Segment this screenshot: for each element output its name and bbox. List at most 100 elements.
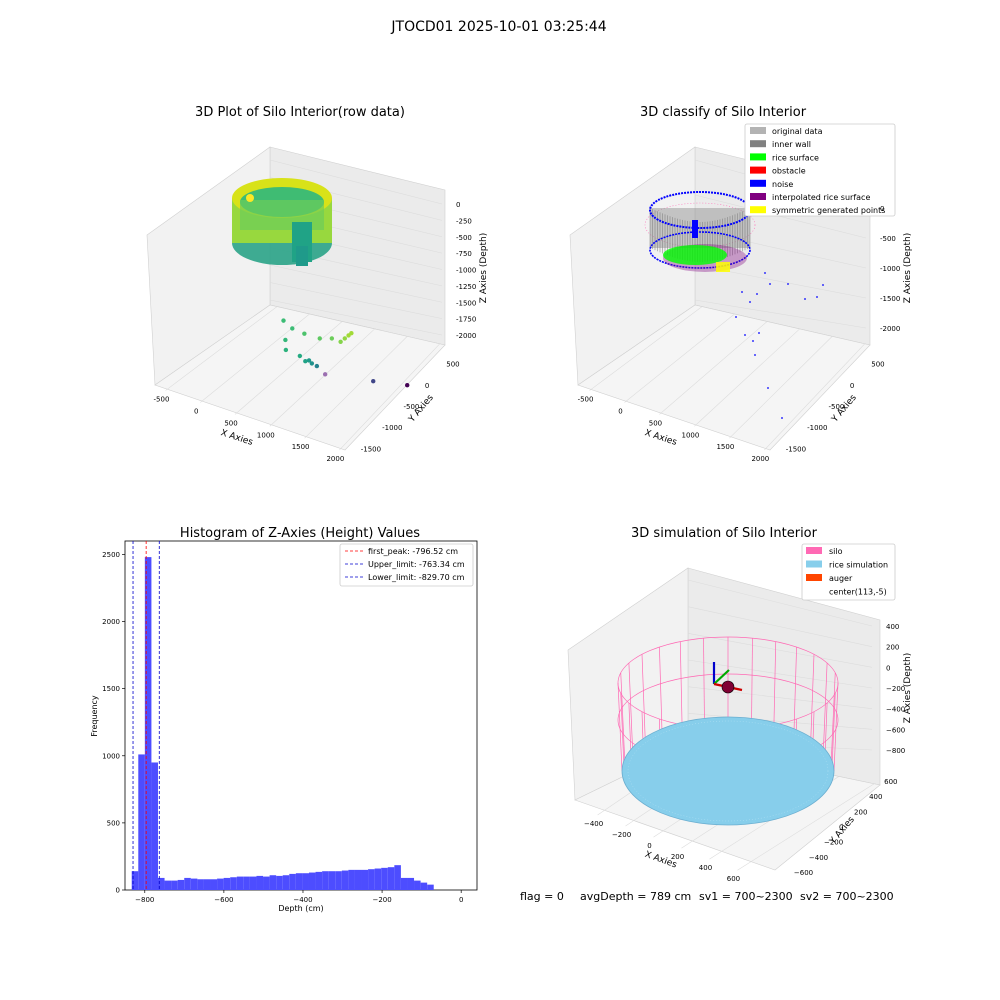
p2-noise-point [735,316,737,318]
hist-bar [249,876,257,890]
hist-bar [210,879,218,890]
p1-y-tick: 0 [425,382,429,390]
hist-bar [322,871,329,890]
p2-legend-label: inner wall [772,140,811,149]
p2-legend-swatch [750,166,766,174]
hist-bar [348,869,355,890]
p1-data-point [371,379,376,384]
p4-y-tick: −400 [809,854,828,862]
p4-y-tick: 600 [884,778,897,786]
p2-noise-point [758,332,760,334]
p4-auger-axes [712,662,743,694]
hist-bar [223,877,231,890]
p2-noise-point [744,334,746,336]
p4-legend-swatch [806,547,822,554]
hist-y-tick: 500 [107,819,120,827]
p2-x-tick: 1000 [682,431,700,439]
p2-legend-swatch [750,153,766,161]
hist-bar [374,868,382,890]
p1-floor-pane [154,304,446,451]
hist-bar [368,869,375,890]
p2-floor-pane [577,304,871,451]
p2-noise-point [804,298,806,300]
p2-x-tick: 0 [618,407,622,415]
p1-z-tick: -1000 [456,267,476,275]
hist-bar [177,879,185,890]
hist-bar [427,884,434,890]
p2-rice-surface [663,245,727,265]
hist-x-ticks: −800 −600 −400 −200 0 [135,890,463,904]
status-line: flag = 0 avgDepth = 789 cm sv1 = 700~230… [520,890,894,903]
hist-bar [203,879,211,890]
p4-x-ticks: −400 −200 0 200 400 600 [584,820,740,883]
p1-grid-line [269,264,443,303]
p4-wire-line [628,663,633,748]
p4-legend-label: silo [829,547,843,556]
p1-z-label: Z Axies (Depth) [479,233,489,304]
hist-bar [190,878,198,890]
hist-x-label: Depth (cm) [278,904,323,913]
p2-z-tick: 0 [880,205,884,213]
hist-bar [328,871,336,890]
p1-x-tick: 0 [194,407,198,415]
p1-z-tick: 0 [456,201,460,209]
hist-x-tick: −200 [372,896,391,904]
p1-z-tick: -1750 [456,316,476,324]
p2-grid-line [694,299,867,329]
hist-x-tick: −800 [135,896,154,904]
hist-bar [230,877,237,890]
p1-z-ticks: 0 -250 -500 -750 -1000 -1250 -1500 -1750 -2000 [456,201,476,340]
p1-z-tick: -250 [456,217,472,225]
p4-legend-swatch [806,574,822,581]
p4-wire-line [620,672,626,759]
p2-z-tick: -1000 [880,265,900,273]
p2-noise-point [756,293,758,295]
p1-grid-line [165,306,278,391]
p1-y-ticks: 500 0 -500 -1000 -1500 [361,361,460,454]
hist-x-tick: 0 [459,896,463,904]
p2-legend-label: obstacle [772,167,806,176]
p1-data-point [306,358,312,363]
p2-noise-point [816,296,818,298]
p4-legend-label: center(113,-5) [829,588,887,597]
p2-symmetric-points [716,262,730,272]
p2-noise-column [692,220,698,238]
hist-y-tick: 1500 [102,685,120,693]
panel-1-title: 3D Plot of Silo Interior(row data) [195,105,405,120]
hist-bar [236,876,244,890]
p4-legend-label: auger [829,574,853,583]
p2-grid-line [694,229,867,269]
hist-bar [157,877,165,890]
hist-bar [164,880,172,890]
p2-z-ticks: 0 -500 -1000 -1500 -2000 [880,205,900,333]
hist-bar [144,557,152,890]
p1-data-point [283,347,289,353]
p1-y-tick: -1000 [382,424,402,432]
p2-grid-line [764,343,865,451]
hist-y-label: Frequency [90,695,99,737]
p4-wire-line [810,654,815,738]
p2-y-tick: 0 [850,382,854,390]
figure-suptitle: JTOCD01 2025-10-01 03:25:44 [390,19,606,35]
hist-y-ticks: 0 500 1000 1500 2000 2500 [102,551,125,895]
p2-noise-point [749,301,751,303]
p2-noise-point [767,387,769,389]
p1-x-ticks: -500 0 500 1000 1500 2000 [154,396,345,464]
p4-wire-line [679,641,683,723]
p4-wire-line [830,672,836,759]
hist-bar [420,882,428,890]
hist-legend: first_peak: -796.52 cm Upper_limit: -763.… [339,543,474,587]
p4-y-tick: −200 [824,839,843,847]
p1-x-tick: 2000 [326,455,344,463]
p2-legend: original data inner wall rice surface obsta… [744,123,896,217]
p2-legend-swatch [750,140,766,148]
p4-grid-line [687,606,873,647]
p4-grid-line [687,686,873,709]
p4-wire-line [773,641,777,723]
hist-bar [341,870,349,890]
p1-data-point [309,361,315,366]
hist-bar [381,867,388,890]
p2-noise-points [735,272,824,419]
p4-wire-line [703,638,705,719]
p2-z-tick: -2000 [880,325,900,333]
